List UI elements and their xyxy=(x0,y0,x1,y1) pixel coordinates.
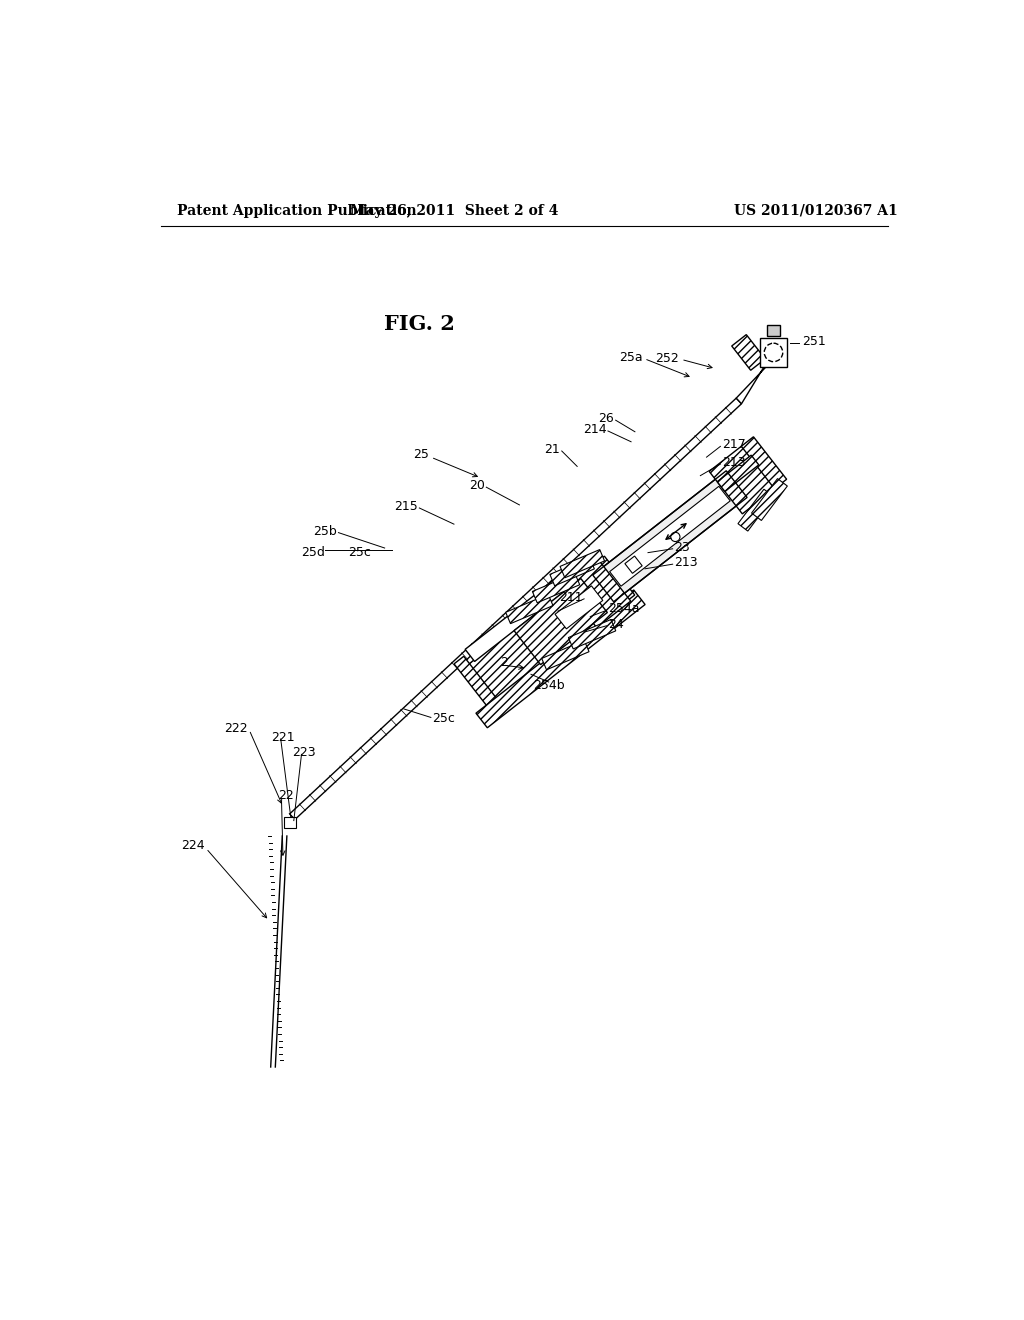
Polygon shape xyxy=(582,557,631,615)
Text: 21: 21 xyxy=(545,444,560,455)
Text: 254a: 254a xyxy=(608,602,639,615)
Polygon shape xyxy=(555,586,603,628)
Polygon shape xyxy=(465,564,584,661)
Polygon shape xyxy=(717,455,759,491)
Text: 215: 215 xyxy=(394,500,418,513)
Text: Patent Application Publication: Patent Application Publication xyxy=(177,203,417,218)
Text: 213: 213 xyxy=(674,556,697,569)
Text: 222: 222 xyxy=(224,722,248,735)
Text: US 2011/0120367 A1: US 2011/0120367 A1 xyxy=(734,203,898,218)
Text: 251: 251 xyxy=(802,335,825,348)
Text: 25c: 25c xyxy=(348,546,372,560)
Circle shape xyxy=(671,532,680,541)
Polygon shape xyxy=(767,326,779,337)
Polygon shape xyxy=(593,471,748,602)
Polygon shape xyxy=(560,549,604,578)
Polygon shape xyxy=(609,486,730,586)
Polygon shape xyxy=(284,817,296,828)
Text: 221: 221 xyxy=(271,731,295,744)
Polygon shape xyxy=(625,556,642,573)
Text: May 26, 2011  Sheet 2 of 4: May 26, 2011 Sheet 2 of 4 xyxy=(350,203,558,218)
Polygon shape xyxy=(565,556,635,626)
Polygon shape xyxy=(738,490,774,531)
Polygon shape xyxy=(476,590,645,727)
Text: 214: 214 xyxy=(583,422,606,436)
Polygon shape xyxy=(514,578,607,665)
Polygon shape xyxy=(506,594,553,623)
Polygon shape xyxy=(454,656,504,715)
Text: 25d: 25d xyxy=(301,546,325,560)
Polygon shape xyxy=(736,339,787,404)
Text: 223: 223 xyxy=(292,746,315,759)
Text: 26: 26 xyxy=(598,412,614,425)
Text: 20: 20 xyxy=(469,479,484,492)
Polygon shape xyxy=(732,334,765,371)
Polygon shape xyxy=(532,573,580,603)
Text: 211: 211 xyxy=(559,591,583,603)
Polygon shape xyxy=(550,557,594,586)
Text: FIG. 2: FIG. 2 xyxy=(384,314,455,334)
Text: 24: 24 xyxy=(608,618,624,631)
Text: 22: 22 xyxy=(279,789,294,803)
Polygon shape xyxy=(568,619,615,649)
Polygon shape xyxy=(752,479,787,520)
Polygon shape xyxy=(741,437,786,488)
Text: 2: 2 xyxy=(500,656,508,669)
Polygon shape xyxy=(760,338,787,367)
Text: 217: 217 xyxy=(722,438,745,451)
Text: 25: 25 xyxy=(413,449,429,462)
Text: 25b: 25b xyxy=(313,524,337,537)
Text: 23: 23 xyxy=(674,541,690,554)
Text: 224: 224 xyxy=(181,838,205,851)
Text: 254b: 254b xyxy=(532,680,564,693)
Text: 213: 213 xyxy=(722,455,745,469)
Text: 252: 252 xyxy=(655,352,679,366)
Polygon shape xyxy=(290,399,741,820)
Polygon shape xyxy=(465,568,621,704)
Text: 25c: 25c xyxy=(432,713,456,726)
Polygon shape xyxy=(542,640,589,669)
Text: 25a: 25a xyxy=(618,351,643,363)
Polygon shape xyxy=(563,558,631,627)
Polygon shape xyxy=(710,445,776,513)
